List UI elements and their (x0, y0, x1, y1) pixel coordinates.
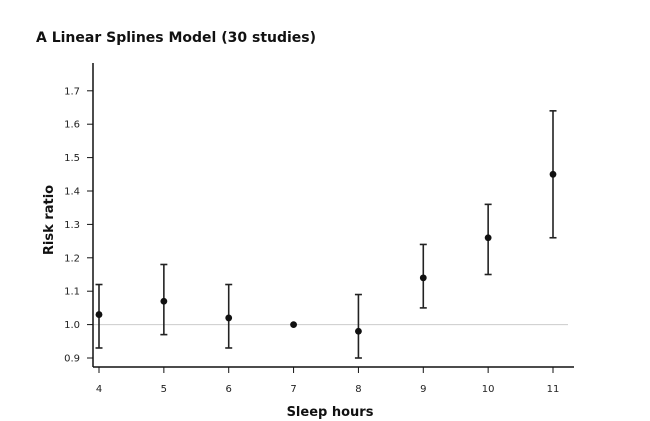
x-tick-label: 5 (161, 384, 167, 395)
chart-title: A Linear Splines Model (30 studies) (36, 30, 316, 46)
y-axis-label: Risk ratio (42, 185, 57, 255)
x-tick-label: 8 (355, 384, 361, 395)
x-tick-label: 4 (96, 384, 102, 395)
data-point (419, 274, 427, 282)
x-axis-label: Sleep hours (287, 405, 374, 420)
y-ticks: 0.9 1.0 1.1 1.2 1.3 1.4 1.5 1.6 1.7 (64, 86, 93, 365)
x-tick-label: 10 (482, 384, 495, 395)
data-point (160, 297, 168, 305)
x-axis: 4 5 6 7 8 9 10 11 (93, 366, 574, 395)
data-point (290, 321, 297, 328)
x-tick-label: 6 (226, 384, 232, 395)
data-point (225, 314, 233, 322)
data-point (549, 170, 557, 178)
data-marks (95, 110, 557, 359)
y-tick-label: 1.7 (64, 86, 80, 97)
y-tick-label: 1.5 (64, 153, 80, 164)
x-tick-label: 9 (420, 384, 426, 395)
x-ticks: 4 5 6 7 8 9 10 11 (96, 367, 560, 395)
y-tick-label: 1.4 (64, 187, 80, 198)
data-point (355, 327, 362, 335)
y-axis: 0.9 1.0 1.1 1.2 1.3 1.4 1.5 1.6 1.7 (64, 63, 94, 367)
x-tick-label: 11 (547, 384, 560, 395)
y-tick-label: 0.9 (64, 354, 80, 365)
y-tick-label: 1.1 (64, 287, 80, 298)
data-point (95, 311, 103, 318)
data-point (484, 234, 492, 242)
x-tick-label: 7 (290, 384, 296, 395)
y-tick-label: 1.3 (64, 220, 80, 231)
y-tick-label: 1.6 (64, 120, 80, 131)
y-tick-label: 1.2 (64, 253, 80, 264)
y-tick-label: 1.0 (64, 320, 80, 331)
